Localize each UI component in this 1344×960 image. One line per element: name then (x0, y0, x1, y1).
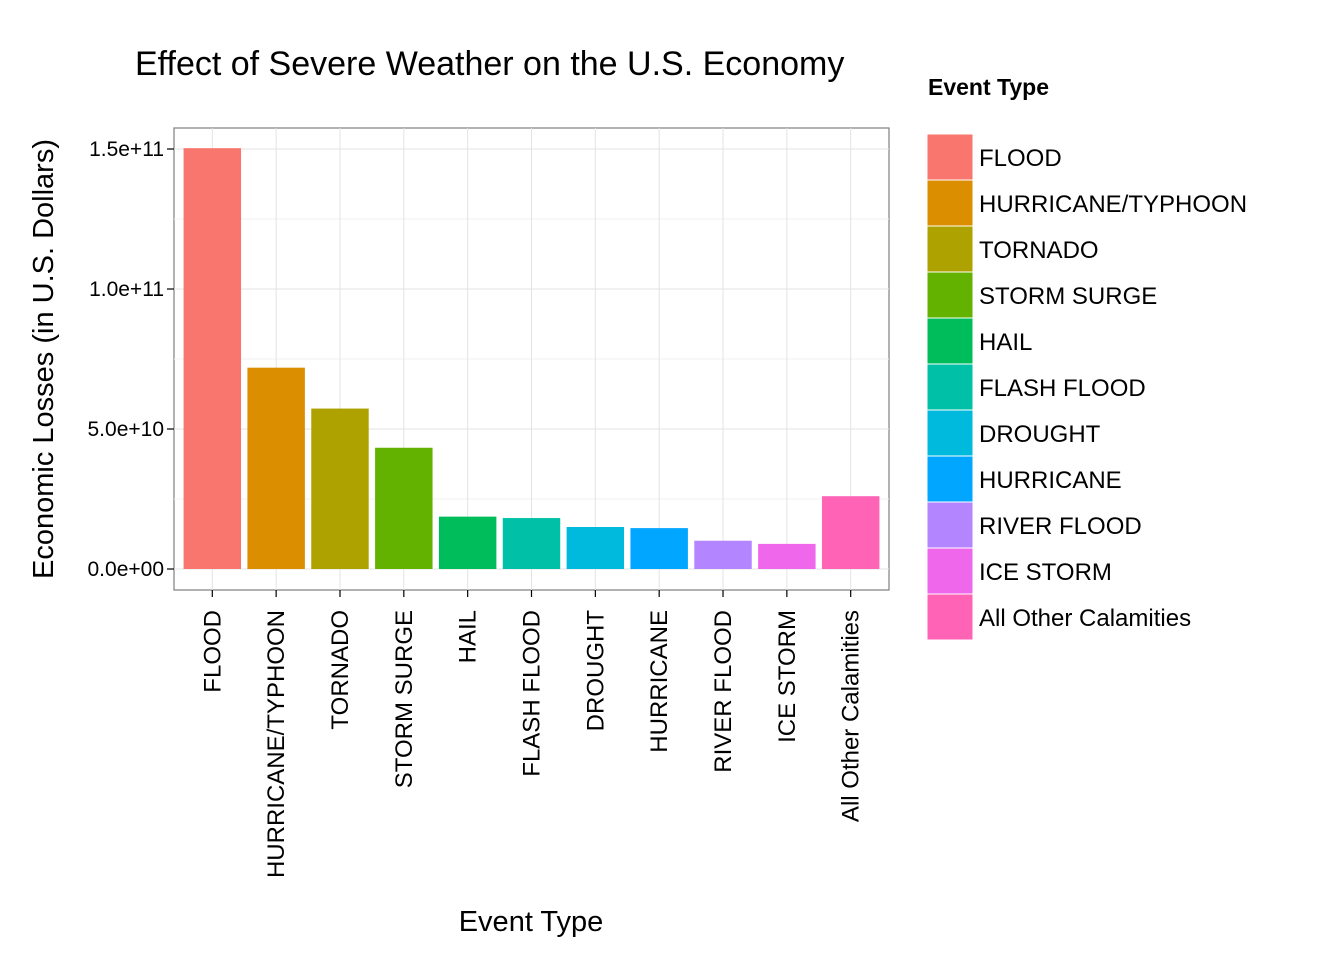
x-tick-label-hurricane-typhoon: HURRICANE/TYPHOON (263, 610, 290, 878)
legend-label-hurricane-typhoon: HURRICANE/TYPHOON (979, 191, 1247, 218)
x-tick-label-river-flood: RIVER FLOOD (710, 610, 737, 773)
bars (183, 148, 880, 569)
legend-key-hurricane-typhoon (926, 179, 974, 227)
x-tick-label-hail: HAIL (455, 610, 482, 663)
legend-label-river-flood: RIVER FLOOD (979, 513, 1142, 540)
legend-key-drought (926, 409, 974, 457)
x-tick-label-ice-storm: ICE STORM (774, 610, 801, 743)
x-tick-label-all-other-calamities: All Other Calamities (838, 610, 865, 822)
bar-hurricane-typhoon (247, 367, 305, 569)
y-axis: 0.0e+00 5.0e+10 1.0e+11 1.5e+11 (88, 138, 174, 581)
legend-label-ice-storm: ICE STORM (979, 559, 1112, 586)
legend-key-hurricane (926, 455, 974, 503)
bar-flash-flood (502, 518, 561, 569)
legend-label-flash-flood: FLASH FLOOD (979, 375, 1146, 402)
y-tick-label: 5.0e+10 (88, 418, 165, 441)
bar-hurricane (630, 528, 688, 569)
legend-label-flood: FLOOD (979, 145, 1062, 172)
x-tick-label-hurricane: HURRICANE (646, 610, 673, 753)
bar-storm-surge (375, 447, 433, 569)
legend-key-all-other-calamities (926, 593, 974, 641)
legend-key-tornado (926, 225, 974, 273)
legend-label-tornado: TORNADO (979, 237, 1099, 264)
bar-flood (183, 148, 242, 569)
x-tick-label-tornado: TORNADO (327, 610, 354, 730)
legend: Event Type FLOOD HURRICANE/TYPHOON TORNADO… (926, 74, 1247, 641)
y-tick-label: 1.0e+11 (89, 278, 164, 301)
legend-key-river-flood (926, 501, 974, 549)
x-tick-label-flood: FLOOD (199, 610, 226, 693)
bar-tornado (311, 408, 369, 569)
y-tick-label: 1.5e+11 (89, 138, 164, 161)
legend-key-hail (926, 317, 974, 365)
bar-river-flood (694, 540, 752, 569)
legend-key-flood (926, 133, 974, 181)
x-tick-label-storm-surge: STORM SURGE (391, 610, 418, 788)
legend-key-ice-storm (926, 547, 974, 595)
y-tick-label: 0.0e+00 (88, 558, 165, 581)
chart-title: Effect of Severe Weather on the U.S. Eco… (135, 45, 844, 83)
legend-key-flash-flood (926, 363, 974, 411)
bar-ice-storm (758, 543, 816, 569)
x-axis: FLOOD HURRICANE/TYPHOON TORNADO STORM SURGE… (199, 590, 865, 878)
legend-title: Event Type (928, 74, 1049, 100)
bar-hail (438, 516, 497, 569)
legend-label-drought: DROUGHT (979, 421, 1101, 448)
legend-label-hail: HAIL (979, 329, 1032, 356)
x-tick-label-flash-flood: FLASH FLOOD (519, 610, 546, 777)
legend-label-all-other-calamities: All Other Calamities (979, 605, 1191, 632)
x-tick-label-drought: DROUGHT (582, 610, 609, 732)
bar-all-other-calamities (821, 496, 880, 569)
x-axis-title: Event Type (459, 906, 604, 938)
legend-label-hurricane: HURRICANE (979, 467, 1122, 494)
legend-key-storm-surge (926, 271, 974, 319)
legend-label-storm-surge: STORM SURGE (979, 283, 1157, 310)
bar-drought (566, 527, 625, 569)
y-axis-title: Economic Losses (in U.S. Dollars) (28, 139, 60, 579)
